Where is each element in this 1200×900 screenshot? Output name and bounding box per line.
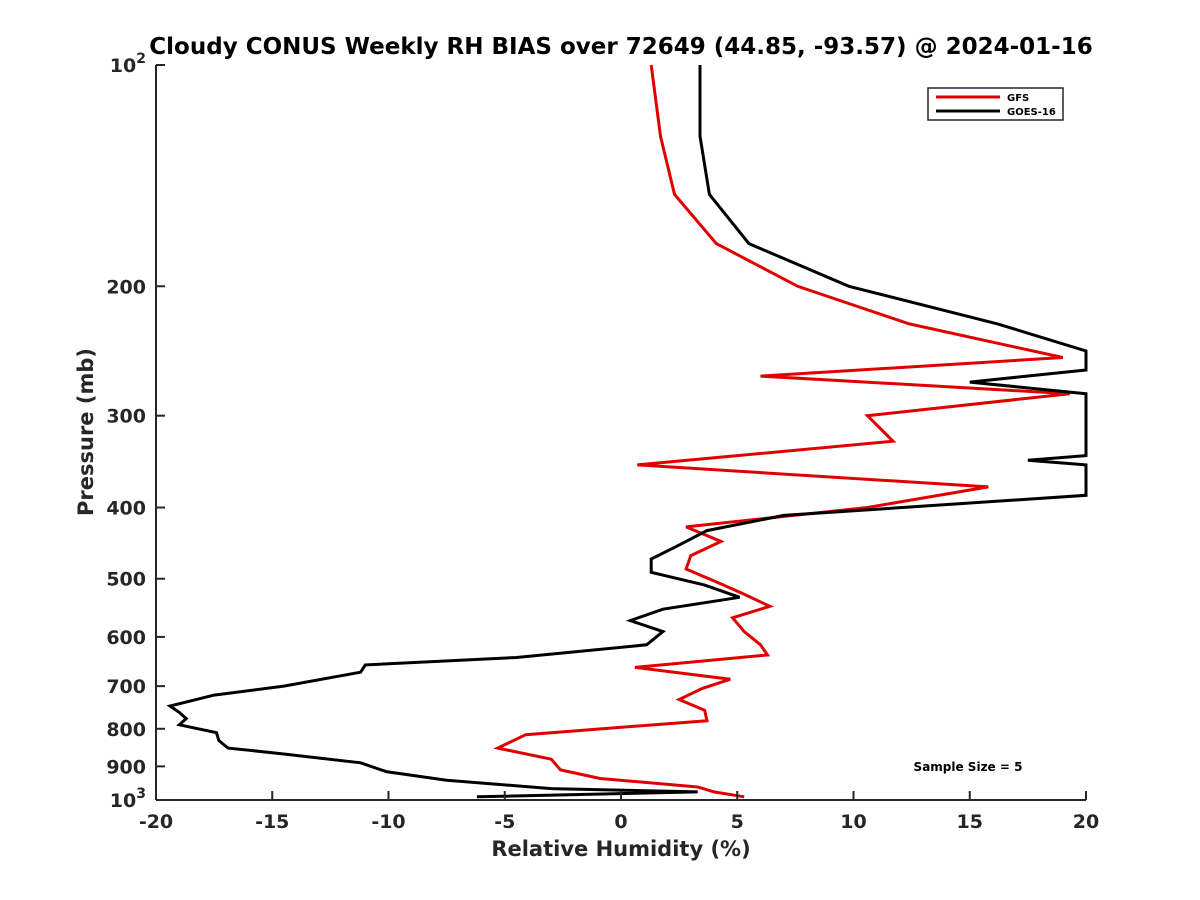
plot-area xyxy=(156,65,1086,800)
legend: GFS GOES-16 xyxy=(927,87,1064,121)
x-tick-label: 20 xyxy=(1073,811,1099,833)
y-tick-label: 700 xyxy=(106,676,146,698)
y-tick-label: 500 xyxy=(106,569,146,591)
legend-label-goes16: GOES-16 xyxy=(1007,107,1056,118)
legend-label-gfs: GFS xyxy=(1007,93,1029,104)
x-tick-label: 10 xyxy=(840,811,866,833)
y-tick-label: 600 xyxy=(106,627,146,649)
x-tick-label: 5 xyxy=(731,811,744,833)
series-line-goes16 xyxy=(166,65,1088,799)
y-axis-ticks: 102 200 300 400 500 600 700 800 900 103 xyxy=(106,51,165,812)
x-tick-label: -20 xyxy=(139,811,173,833)
y-axis-label: Pressure (mb) xyxy=(74,348,98,516)
x-axis-label: Relative Humidity (%) xyxy=(491,837,750,861)
y-tick-label: 103 xyxy=(110,786,146,812)
legend-box xyxy=(927,87,1064,121)
y-tick-label: 400 xyxy=(106,498,146,520)
x-tick-label: -5 xyxy=(494,811,515,833)
x-tick-label: -15 xyxy=(255,811,289,833)
y-tick-label: 300 xyxy=(106,406,146,428)
sample-size-annotation: Sample Size = 5 xyxy=(914,760,1023,774)
x-tick-label: -10 xyxy=(371,811,405,833)
y-tick-label: 102 xyxy=(110,51,146,77)
x-tick-label: 15 xyxy=(957,811,983,833)
y-tick-label: 200 xyxy=(106,276,146,298)
series-layer xyxy=(166,64,1088,799)
series-line-gfs xyxy=(493,64,1070,799)
y-tick-label: 900 xyxy=(106,756,146,778)
x-axis-ticks: -20 -15 -10 -5 0 5 10 15 20 xyxy=(139,791,1099,833)
chart-title: Cloudy CONUS Weekly RH BIAS over 72649 (… xyxy=(149,34,1092,60)
x-tick-label: 0 xyxy=(614,811,627,833)
y-tick-label: 800 xyxy=(106,719,146,741)
